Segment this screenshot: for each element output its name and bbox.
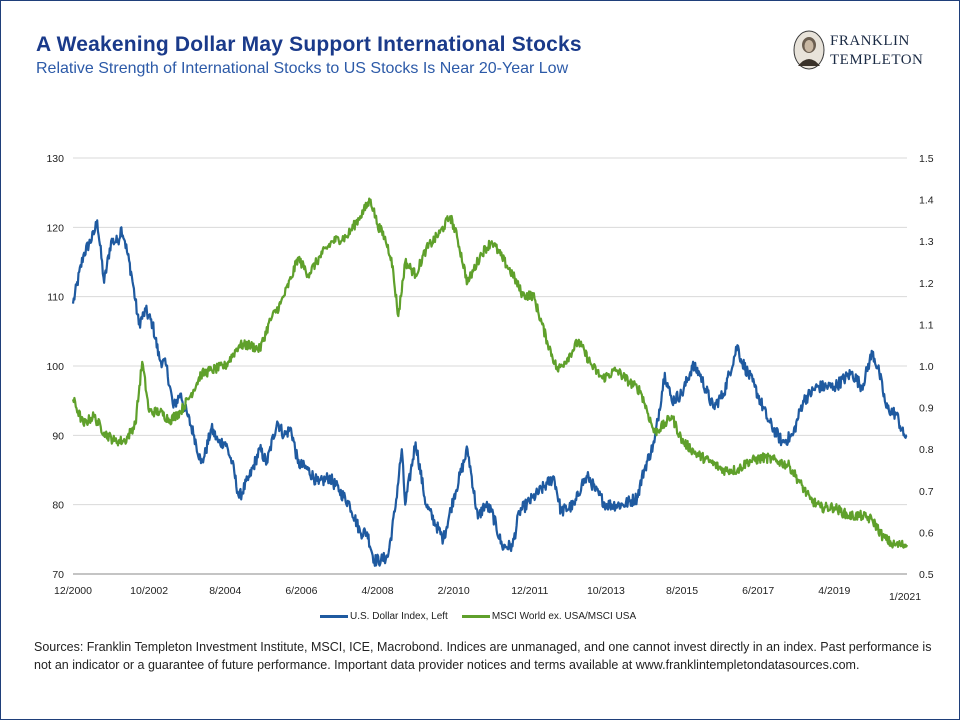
right-tick-label: 0.8 <box>919 444 934 456</box>
left-tick-label: 90 <box>52 430 64 442</box>
right-tick-label: 1.5 <box>919 153 934 165</box>
x-tick-label: 10/2013 <box>587 585 625 597</box>
right-tick-label: 1.2 <box>919 278 934 290</box>
right-tick-label: 1.1 <box>919 319 934 331</box>
right-tick-label: 1.0 <box>919 361 934 373</box>
sources-footnote: Sources: Franklin Templeton Investment I… <box>34 640 932 672</box>
right-tick-label: 1.4 <box>919 195 934 207</box>
series-layer <box>71 197 909 567</box>
right-tick-label: 0.5 <box>919 569 934 581</box>
x-tick-label: 6/2006 <box>285 585 317 597</box>
usd-index-line <box>71 219 908 567</box>
legend-label-msci: MSCI World ex. USA/MSCI USA <box>491 610 637 622</box>
legend-label-usd: U.S. Dollar Index, Left <box>350 610 448 622</box>
x-tick-label: 2/2010 <box>438 585 470 597</box>
left-tick-label: 80 <box>52 500 64 512</box>
left-tick-label: 110 <box>47 292 64 304</box>
x-tick-label: 8/2004 <box>209 585 241 597</box>
page-subtitle: Relative Strength of International Stock… <box>36 60 569 77</box>
right-axis-ticks: 0.5 0.6 0.7 0.8 0.9 1.0 1.1 1.2 1.3 1.4 1.5 <box>919 153 934 581</box>
page-title: A Weakening Dollar May Support Internati… <box>36 33 582 56</box>
x-tick-label: 4/2008 <box>361 585 393 597</box>
left-tick-label: 120 <box>46 222 64 234</box>
left-axis-ticks: 70 80 90 100 110 120 130 <box>46 153 64 581</box>
left-tick-label: 130 <box>46 153 64 165</box>
msci-ratio-line <box>71 197 909 549</box>
x-tick-label: 1/2021 <box>889 591 921 603</box>
x-tick-label: 12/2011 <box>511 585 548 597</box>
right-tick-label: 0.7 <box>919 486 934 498</box>
chart-legend: U.S. Dollar Index, Left MSCI World ex. U… <box>320 606 642 626</box>
franklin-portrait-icon <box>793 30 825 70</box>
x-axis-ticks: 12/2000 10/2002 8/2004 6/2006 4/2008 2/2010 12… <box>54 585 921 603</box>
franklin-templeton-logo: FRANKLIN TEMPLETON <box>792 30 932 74</box>
right-tick-label: 0.9 <box>919 403 934 415</box>
right-tick-label: 1.3 <box>919 236 934 248</box>
x-tick-label: 8/2015 <box>666 585 698 597</box>
right-tick-label: 0.6 <box>919 527 934 539</box>
logo-wordmark: FRANKLIN TEMPLETON <box>830 32 923 70</box>
legend-swatch-usd <box>320 614 348 618</box>
left-tick-label: 100 <box>46 361 64 373</box>
x-tick-label: 12/2000 <box>54 585 92 597</box>
legend-item-msci: MSCI World ex. USA/MSCI USA <box>461 610 637 622</box>
logo-line-2: TEMPLETON <box>830 52 924 68</box>
logo-line-1: FRANKLIN <box>830 33 910 49</box>
legend-swatch-msci <box>461 614 490 618</box>
legend-item-usd: U.S. Dollar Index, Left <box>320 611 448 622</box>
line-chart: 70 80 90 100 110 120 130 0.5 0.6 0.7 0.8 0.9 1.0 1.1… <box>46 153 934 603</box>
x-tick-label: 6/2017 <box>742 585 774 597</box>
left-tick-label: 70 <box>52 569 64 581</box>
x-tick-label: 10/2002 <box>130 585 168 597</box>
x-tick-label: 4/2019 <box>818 585 850 597</box>
